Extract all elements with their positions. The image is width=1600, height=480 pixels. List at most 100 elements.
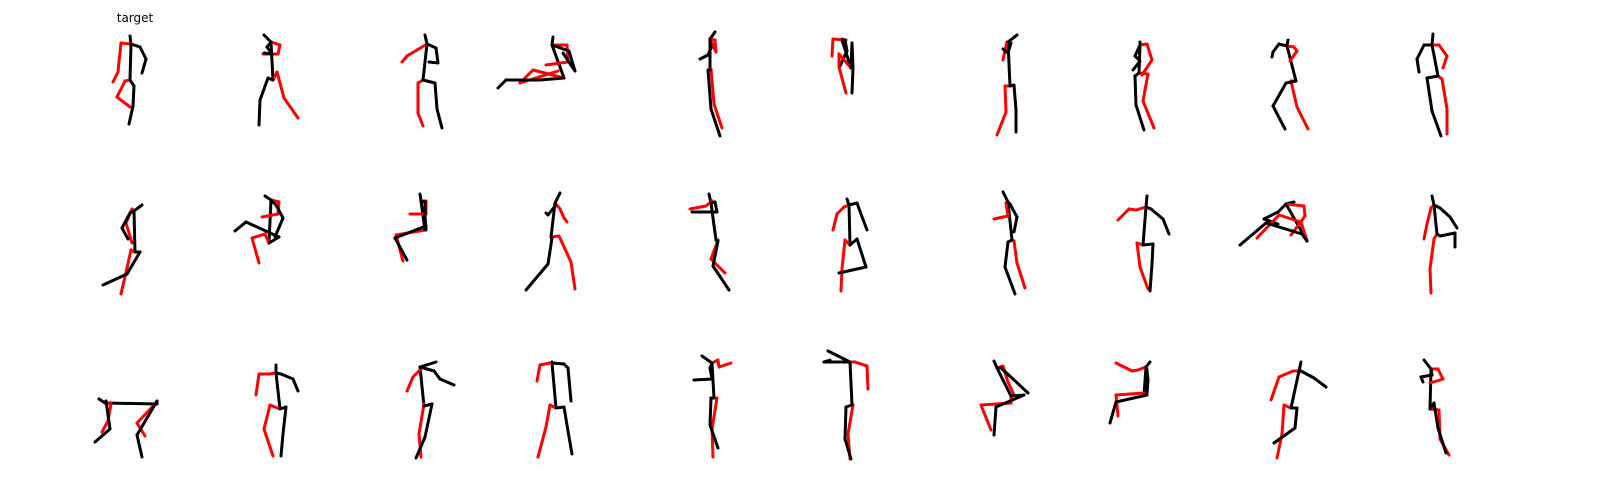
pose-figure — [233, 194, 285, 265]
bone-segment — [708, 37, 713, 50]
bone-segment — [1133, 74, 1138, 107]
bone-segment — [101, 272, 129, 287]
bone-segment — [1238, 221, 1268, 247]
pose-figure — [692, 354, 733, 459]
bone-segment — [524, 262, 550, 292]
bone-segment — [995, 366, 1013, 398]
bone-segment — [1432, 203, 1439, 236]
bone-segment — [1001, 190, 1010, 204]
bone-segment — [1448, 215, 1459, 230]
bone-segment — [1430, 32, 1435, 47]
bone-segment — [120, 226, 130, 241]
bone-segment — [1425, 76, 1434, 113]
pose-figure — [393, 192, 428, 263]
bone-segment — [1134, 103, 1146, 132]
bone-segment — [423, 33, 429, 46]
bone-segment — [706, 68, 713, 111]
bone-segment — [830, 37, 835, 58]
bone-segment — [421, 78, 437, 85]
pose-figure — [688, 192, 731, 292]
pose-figure — [405, 360, 456, 460]
bone-segment — [260, 212, 280, 219]
bone-segment — [566, 366, 573, 403]
bone-segment — [569, 260, 577, 291]
bone-segment — [1006, 200, 1014, 242]
bone-segment — [116, 41, 123, 74]
bone-segment — [1284, 202, 1306, 208]
bone-segment — [1145, 368, 1150, 382]
bone-segment — [1001, 53, 1006, 62]
bone-segment — [835, 205, 846, 216]
bone-segment — [698, 53, 710, 61]
bone-segment — [1302, 204, 1307, 218]
bone-segment — [709, 201, 718, 242]
bone-segment — [1436, 367, 1445, 381]
bone-segment — [104, 399, 112, 431]
bone-segment — [244, 220, 281, 239]
bone-segment — [1004, 201, 1010, 218]
bone-segment — [822, 358, 832, 364]
bone-segment — [1438, 231, 1457, 238]
pose-figure — [979, 359, 1030, 437]
pose-figure — [830, 37, 855, 95]
pose-figure — [1108, 360, 1152, 425]
bone-segment — [550, 43, 571, 53]
bone-segment — [115, 79, 127, 99]
bone-segment — [550, 361, 566, 366]
bone-segment — [840, 238, 847, 271]
bone-segment — [855, 237, 868, 269]
bone-segment — [1430, 43, 1440, 78]
bone-segment — [1012, 215, 1019, 234]
bone-segment — [416, 111, 425, 128]
bone-segment — [1284, 79, 1298, 85]
bone-segment — [1011, 377, 1030, 395]
bone-segment — [859, 212, 869, 232]
bone-segment — [992, 405, 998, 437]
bone-segment — [1008, 202, 1019, 219]
bone-segment — [1270, 50, 1275, 59]
bone-segment — [418, 365, 436, 373]
bone-segment — [843, 38, 849, 53]
bone-segment — [1312, 376, 1328, 389]
bone-segment — [550, 361, 558, 410]
bone-segment — [712, 102, 724, 130]
pose-figure — [257, 33, 300, 127]
bone-segment — [999, 366, 1015, 381]
pose-figure — [101, 203, 144, 296]
bone-segment — [1114, 393, 1149, 404]
bone-segment — [132, 209, 137, 254]
bone-segment — [405, 375, 415, 393]
bone-segment — [566, 429, 574, 456]
bone-segment — [1006, 41, 1013, 55]
bone-segment — [1131, 59, 1142, 72]
pose-figure — [1419, 358, 1451, 457]
bone-segment — [103, 401, 159, 406]
bone-segment — [1114, 361, 1134, 373]
bone-segment — [708, 366, 714, 381]
bone-segment — [717, 361, 733, 369]
bone-segment — [276, 43, 282, 56]
bone-segment — [826, 349, 852, 364]
bone-segment — [417, 402, 426, 436]
bone-segment — [269, 40, 275, 82]
bone-segment — [411, 367, 423, 379]
bone-segment — [850, 41, 855, 70]
pose-figure — [822, 349, 870, 461]
bone-segment — [1419, 375, 1425, 384]
bone-segment — [282, 96, 300, 120]
bone-segment — [1012, 239, 1019, 265]
bone-segment — [846, 403, 855, 436]
bone-segment — [1003, 240, 1010, 269]
bone-segment — [268, 403, 282, 411]
bone-segment — [1288, 49, 1299, 63]
bone-segment — [269, 40, 282, 47]
bone-segment — [1161, 217, 1171, 236]
bone-segment — [1425, 206, 1433, 226]
bone-segment — [1289, 79, 1299, 109]
bone-segment — [1148, 262, 1154, 293]
bone-segment — [837, 52, 853, 70]
pose-figure — [535, 360, 574, 459]
bone-segment — [1015, 261, 1027, 290]
bone-segment — [711, 239, 720, 268]
pose-figure — [1238, 200, 1309, 247]
